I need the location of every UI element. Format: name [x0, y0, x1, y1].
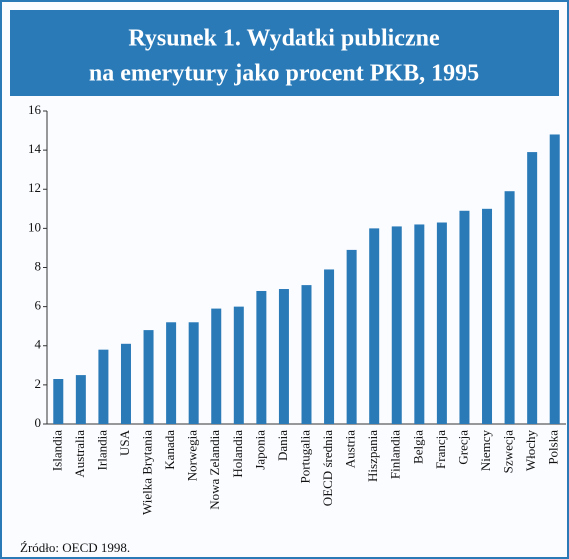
- bar: [346, 249, 357, 424]
- x-tick-label: Polska: [546, 430, 561, 465]
- x-tick-label: Francja: [433, 430, 448, 469]
- bar: [549, 134, 560, 424]
- x-tick-label: Japonia: [252, 430, 267, 470]
- bar: [120, 343, 131, 424]
- x-tick-label: Wielka Brytania: [140, 430, 155, 515]
- x-tick-label: Niemcy: [478, 430, 493, 472]
- x-tick-label: Włochy: [523, 430, 538, 472]
- x-tick-label: Austria: [343, 430, 358, 469]
- bar: [143, 330, 154, 424]
- bar: [166, 322, 177, 424]
- bar: [98, 349, 109, 424]
- chart-title: na emerytury jako procent PKB, 1995: [89, 61, 479, 87]
- bar: [75, 375, 86, 424]
- x-tick-label: Grecja: [455, 430, 470, 465]
- x-tick-label: Portugalia: [297, 430, 312, 484]
- y-tick-label: 8: [35, 258, 42, 273]
- x-tick-label: Islandia: [49, 430, 64, 471]
- x-tick-label: Irlandia: [94, 430, 109, 471]
- x-tick-label: Norwegia: [185, 430, 200, 481]
- y-tick-label: 16: [28, 102, 42, 117]
- x-tick-label: USA: [117, 429, 132, 456]
- x-tick-label: Nowa Zelandia: [207, 430, 222, 510]
- bar: [301, 285, 312, 424]
- bar: [233, 306, 244, 424]
- bar: [482, 208, 493, 424]
- y-tick-label: 14: [28, 141, 42, 156]
- bar: [211, 308, 222, 424]
- y-tick-label: 0: [35, 415, 42, 430]
- bar: [459, 210, 470, 424]
- chart-title: Rysunek 1. Wydatki publiczne: [128, 26, 440, 52]
- bar: [278, 289, 289, 424]
- x-tick-label: Belgia: [410, 430, 425, 464]
- y-tick-label: 2: [35, 376, 42, 391]
- bar: [369, 228, 380, 424]
- x-tick-label: Finlandia: [388, 430, 403, 479]
- x-tick-label: Kanada: [162, 430, 177, 470]
- y-tick-label: 6: [35, 298, 42, 313]
- bar: [256, 290, 267, 424]
- y-tick-label: 12: [28, 180, 41, 195]
- bar: [504, 191, 515, 424]
- x-tick-label: OECD średnia: [320, 430, 335, 506]
- x-tick-label: Australia: [72, 430, 87, 478]
- x-tick-label: Holandia: [230, 430, 245, 478]
- bar: [324, 269, 335, 424]
- source-note: Źródło: OECD 1998.: [20, 540, 130, 555]
- x-tick-label: Dania: [275, 430, 290, 461]
- x-tick-label: Szwecja: [501, 430, 516, 474]
- x-tick-label: Hiszpania: [365, 430, 380, 482]
- y-tick-label: 4: [35, 337, 42, 352]
- bar: [436, 222, 447, 424]
- bar: [527, 152, 538, 425]
- bar: [414, 224, 425, 424]
- bar: [53, 379, 64, 424]
- y-tick-label: 10: [28, 219, 41, 234]
- bar: [188, 322, 199, 424]
- title-banner: [10, 10, 559, 96]
- bar: [391, 226, 402, 424]
